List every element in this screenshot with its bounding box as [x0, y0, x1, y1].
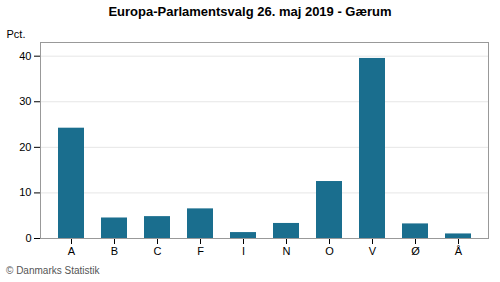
svg-text:Ø: Ø	[411, 245, 420, 257]
html-text:Europa-Parlamentsvalg 26. maj: Europa-Parlamentsvalg 26. maj 2019 - Gær…	[108, 4, 392, 19]
svg-text:N: N	[283, 245, 291, 257]
svg-text:I: I	[242, 245, 245, 257]
html-text:© Danmarks Statistik: © Danmarks Statistik	[6, 265, 100, 276]
svg-text:20: 20	[19, 141, 31, 153]
svg-text:V: V	[369, 245, 377, 257]
svg-text:C: C	[154, 245, 162, 257]
svg-text:Å: Å	[455, 245, 463, 257]
svg-text:A: A	[68, 245, 76, 257]
svg-text:B: B	[111, 245, 118, 257]
svg-text:10: 10	[19, 186, 31, 198]
svg-text:30: 30	[19, 95, 31, 107]
svg-text:O: O	[325, 245, 334, 257]
svg-text:40: 40	[19, 50, 31, 62]
svg-text:0: 0	[25, 232, 31, 244]
svg-text:F: F	[197, 245, 204, 257]
svg-text:Pct.: Pct.	[7, 28, 26, 40]
